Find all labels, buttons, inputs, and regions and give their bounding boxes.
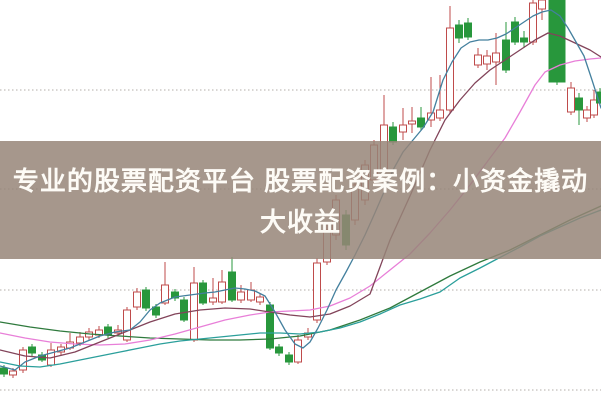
candlestick [538,0,546,20]
ma-teal-fast [0,9,601,371]
candle-body [455,24,463,39]
candle-body [247,289,255,301]
candlestick [575,93,583,125]
candle-body [142,289,150,309]
candlestick [590,90,598,118]
candle-body [256,296,264,303]
candle-body [0,367,8,375]
candle-body [209,297,217,303]
headline-line2: 大收益 [259,207,341,237]
candle-body [76,336,84,344]
candlestick [399,108,407,140]
candlestick [408,107,416,133]
candlestick [464,18,472,40]
candlestick [446,6,454,113]
candle-body [285,354,293,363]
candles-group [0,0,601,378]
candlestick [247,282,255,302]
candlestick [171,289,179,301]
candle-body [399,124,407,133]
candlestick [455,20,463,43]
candle-body [474,54,482,66]
candle-body [446,27,454,111]
candle-body [123,309,131,341]
headline-line1: 专业的股票配资平台 股票配资案例：小资金撬动 [12,166,589,196]
candlestick [19,347,27,373]
candle-body [427,112,435,121]
candle-body [436,109,444,119]
candlestick [218,270,226,304]
candlestick [180,297,188,322]
candle-body [529,2,537,43]
candle-body [502,39,510,71]
candle-body [389,126,397,143]
candlestick [190,267,198,342]
candlestick [583,106,591,122]
candlestick [427,77,435,127]
candle-body [583,109,591,119]
candlestick [275,344,283,356]
candle-body [218,281,226,303]
candle-body [313,262,321,321]
candlestick [294,335,302,364]
candle-body [237,291,245,301]
candlestick [142,287,150,311]
candlestick [313,258,321,323]
candlestick [483,50,491,70]
candlestick [502,22,510,73]
candle-body [464,22,472,38]
candle-body [548,0,566,83]
candlestick [520,31,528,48]
candle-body [228,271,236,301]
candlestick [474,48,482,68]
candle-body [483,55,491,65]
candle-body [590,99,598,116]
candle-body [575,97,583,111]
candle-body [152,306,160,316]
candlestick [256,293,264,305]
candle-body [520,37,528,43]
candle-body [417,117,425,128]
candle-body [294,339,302,363]
candlestick [417,107,425,130]
candlestick [161,262,169,305]
candlestick [237,285,245,303]
candlestick [567,82,575,115]
candle-body [171,291,179,299]
candlestick [492,33,500,85]
candlestick [548,0,566,85]
candlestick [266,302,274,350]
candle-body [161,284,169,304]
candlestick [436,75,444,121]
candle-body [133,291,141,308]
candlestick [47,343,55,367]
candlestick [285,352,293,365]
candlestick [28,344,36,357]
candlestick [511,17,519,45]
candle-body [538,0,546,10]
candle-body [28,346,36,354]
candle-body [492,52,500,63]
candle-body [19,349,27,371]
ma-teal-slow [0,209,601,368]
title-overlay-banner: 专业的股票配资平台 股票配资案例：小资金撬动 大收益 [0,141,601,259]
candlestick [228,257,236,302]
candle-body [567,87,575,113]
candle-body [511,21,519,43]
candlestick [529,0,537,45]
candle-body [180,299,188,321]
candlestick [133,288,141,310]
ma-pink [0,57,601,346]
candle-body [9,370,17,376]
candle-body [408,120,416,125]
candlestick [209,278,217,305]
candle-body [275,346,283,354]
